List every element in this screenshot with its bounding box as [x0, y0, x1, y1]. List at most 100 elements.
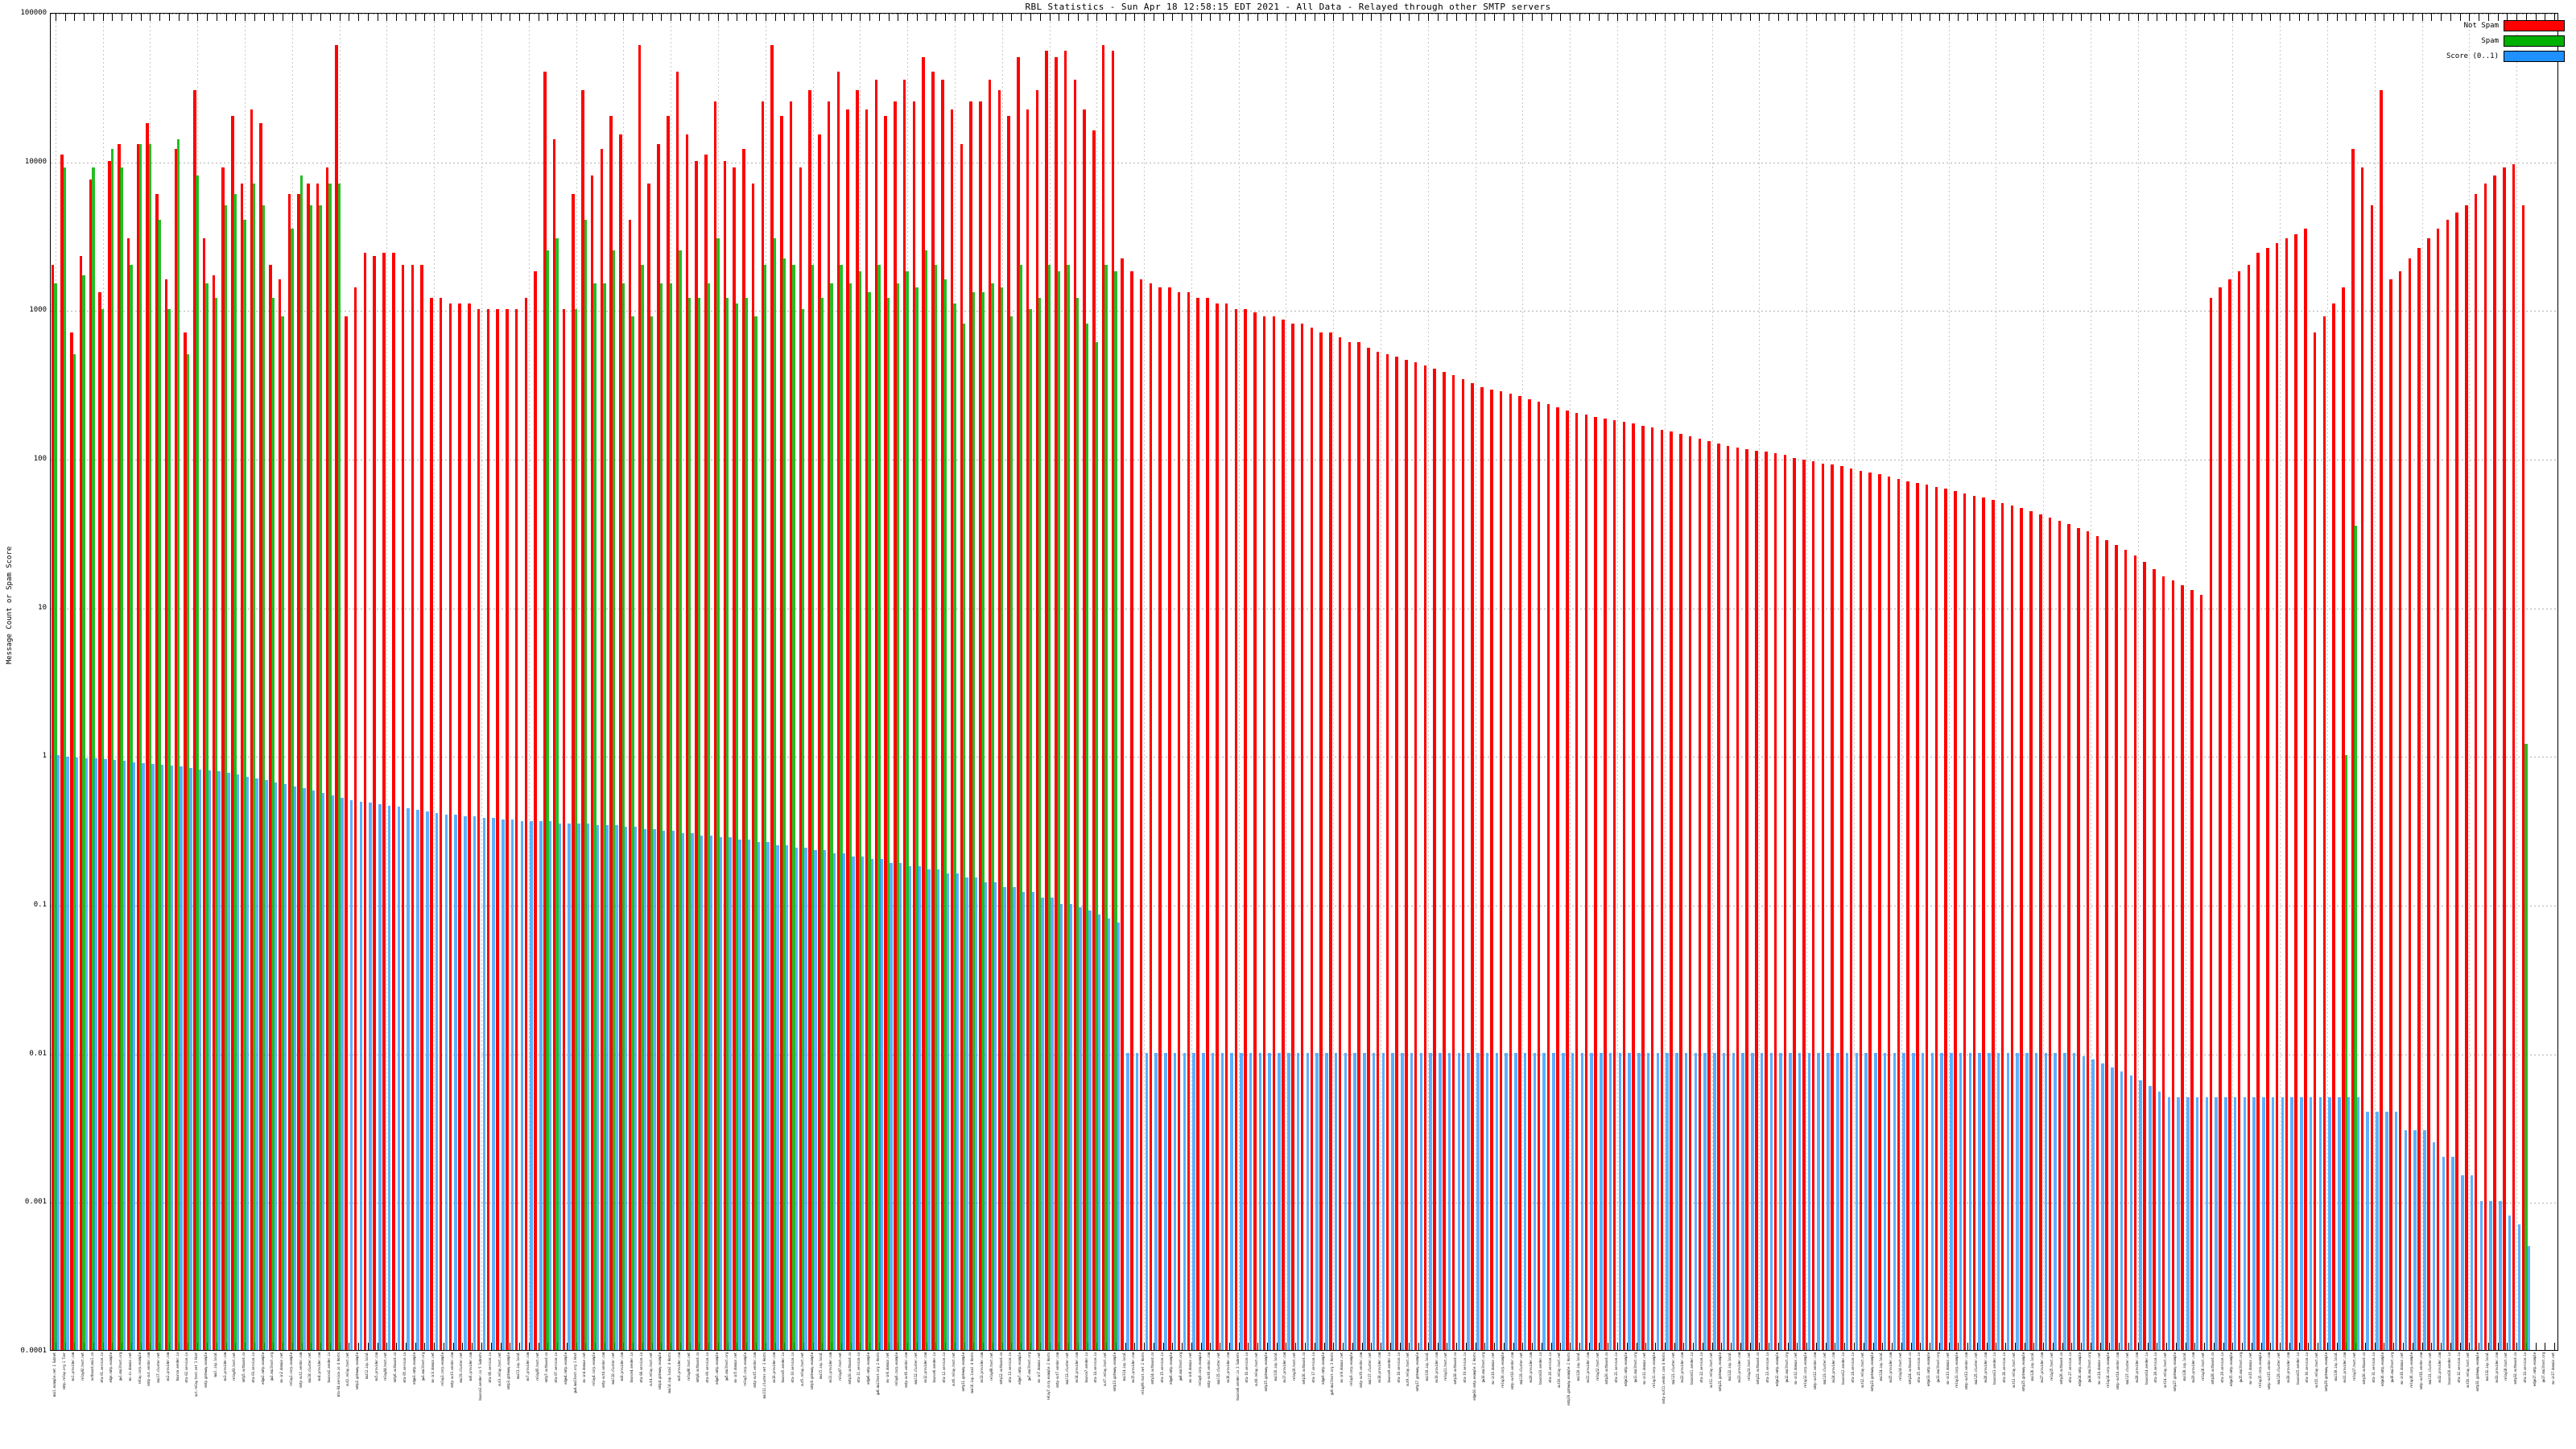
x-tick-bottom: [1797, 1343, 1798, 1350]
x-axis-tick-label: relay10.corp.example: [1500, 1352, 1505, 1389]
x-tick-top: [179, 14, 180, 21]
legend-item-spam[interactable]: Spam: [2399, 33, 2565, 48]
bar-not-spam: [1443, 371, 1446, 1350]
bar-score: [378, 803, 382, 1350]
bar-group: [401, 14, 411, 1350]
x-tick-top: [2223, 14, 2224, 21]
x-tick-top: [1182, 14, 1183, 21]
bar-not-spam: [79, 255, 83, 1350]
bar-group: [373, 14, 382, 1350]
bar-spam: [1029, 309, 1032, 1350]
x-tick-bottom: [1731, 1343, 1732, 1350]
bar-not-spam: [1670, 431, 1673, 1350]
bar-group: [2294, 14, 2304, 1350]
bar-not-spam: [1234, 309, 1238, 1350]
bar-group: [1925, 14, 1934, 1350]
bar-score: [568, 823, 571, 1350]
bar-not-spam: [524, 297, 528, 1350]
bar-spam: [906, 271, 909, 1350]
bar-group: [1310, 14, 1319, 1350]
x-tick-top: [1333, 14, 1334, 21]
x-tick-top: [623, 14, 624, 21]
x-tick-bottom: [1343, 1343, 1344, 1350]
x-axis-tick-label: gw10.mailhost.org: [1481, 1352, 1486, 1383]
x-axis-tick-label: mx20.provider.com: [1529, 1352, 1534, 1383]
x-tick-bottom: [1665, 1343, 1666, 1350]
x-axis-tick-label: mx-in12.domain.net: [1794, 1352, 1798, 1385]
bar-spam: [158, 220, 161, 1350]
bar-score: [2423, 1130, 2426, 1350]
bar-not-spam: [619, 134, 622, 1350]
legend-item-not-spam[interactable]: Not Spam: [2399, 18, 2565, 33]
bar-score: [1183, 1052, 1187, 1350]
bar-score: [1059, 904, 1063, 1350]
x-axis-tick-label: mail14.isp.local: [1121, 1352, 1126, 1381]
x-tick-top: [1806, 14, 1807, 21]
bar-score: [1827, 1052, 1830, 1350]
bar-spam: [291, 228, 294, 1350]
bar-group: [1348, 14, 1357, 1350]
bar-score: [2091, 1059, 2095, 1350]
bar-not-spam: [2133, 555, 2137, 1350]
bar-score: [2233, 1097, 2237, 1350]
bar-not-spam: [174, 149, 178, 1350]
x-tick-bottom: [434, 1343, 435, 1350]
bar-spam: [593, 283, 597, 1350]
bar-score: [691, 832, 694, 1350]
bar-not-spam: [2209, 297, 2213, 1350]
x-tick-bottom: [1400, 1343, 1401, 1350]
x-axis-tick-label: mx-in14.domain.net: [2096, 1352, 2101, 1385]
bar-spam: [763, 264, 767, 1350]
x-tick-top: [1759, 14, 1760, 21]
bar-spam: [943, 279, 947, 1350]
bar-score: [1807, 1052, 1811, 1350]
bar-not-spam: [1736, 447, 1740, 1350]
bar-score: [227, 773, 230, 1350]
x-tick-top: [1844, 14, 1845, 21]
bar-score: [2442, 1156, 2446, 1350]
x-tick-bottom: [1778, 1343, 1779, 1350]
bar-spam: [801, 309, 805, 1350]
bar-score: [2252, 1097, 2256, 1350]
x-axis-tick-label: edge5.smtp.example: [714, 1352, 719, 1385]
x-tick-top: [2346, 14, 2347, 21]
x-tick-top: [84, 14, 85, 21]
bar-not-spam: [221, 167, 225, 1350]
x-tick-top: [1645, 14, 1646, 21]
bar-group: [1149, 14, 1158, 1350]
x-tick-top: [415, 14, 416, 21]
x-tick-top: [1248, 14, 1249, 21]
x-axis-tick-label: smtp-out3.vendor.com: [449, 1352, 454, 1389]
bar-score: [1410, 1052, 1414, 1350]
bar-spam: [659, 283, 663, 1350]
bar-score: [1996, 1052, 2000, 1350]
x-tick-top: [1343, 14, 1344, 21]
bar-not-spam: [1954, 490, 1957, 1350]
bar-not-spam: [1897, 479, 1901, 1350]
bar-score: [2271, 1097, 2275, 1350]
bar-group: [164, 14, 174, 1350]
bar-spam: [1085, 324, 1089, 1350]
bar-group: [240, 14, 250, 1350]
bar-score: [236, 774, 240, 1350]
legend-item-score[interactable]: Score (0..1): [2399, 48, 2565, 64]
x-tick-top: [2526, 14, 2527, 21]
x-axis-tick-label: mail11.cluster.net 3 Hosts: [762, 1352, 766, 1399]
bar-not-spam: [685, 134, 689, 1350]
bar-not-spam: [1575, 413, 1579, 1350]
bar-score: [1353, 1052, 1356, 1350]
bar-spam: [243, 220, 246, 1350]
bar-group: [1944, 14, 1954, 1350]
bar-score: [539, 821, 543, 1350]
x-tick-top: [396, 14, 397, 21]
bar-not-spam: [1206, 297, 1209, 1350]
bar-group: [1783, 14, 1793, 1350]
x-axis-tick-label: mta-20.service.io: [1547, 1352, 1552, 1383]
gridline-vertical: [2422, 14, 2423, 1350]
y-axis-tick-label: 100: [33, 455, 47, 463]
bar-score: [2006, 1052, 2010, 1350]
bar-not-spam: [894, 101, 897, 1350]
x-axis-tick-label: relay4.corp.example: [592, 1352, 597, 1386]
bar-not-spam: [1755, 450, 1758, 1350]
x-axis-tick-label: out14.relay.host.net: [2163, 1352, 2168, 1389]
